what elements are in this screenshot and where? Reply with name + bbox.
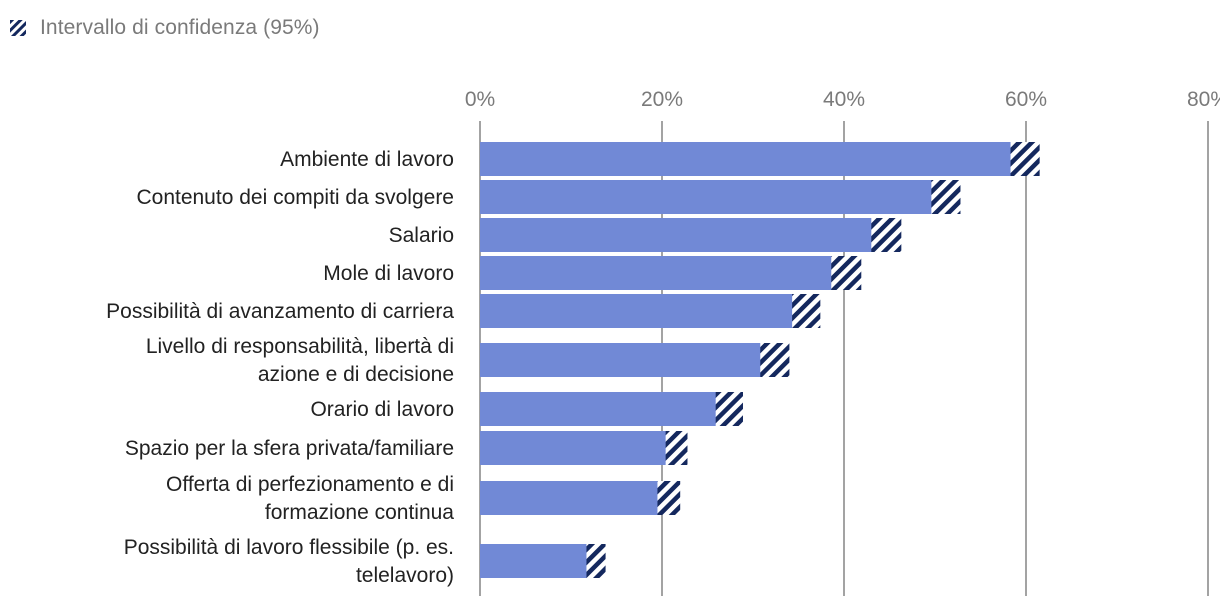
bar bbox=[480, 294, 807, 328]
category-label: Possibilità di avanzamento di carriera bbox=[106, 300, 454, 323]
confidence-interval bbox=[871, 218, 902, 252]
bar bbox=[480, 256, 847, 290]
bar bbox=[480, 544, 597, 578]
bars bbox=[480, 142, 1026, 578]
bar bbox=[480, 431, 681, 465]
category-label: Contenuto dei compiti da svolgere bbox=[136, 186, 454, 209]
category-label: Orario di lavoro bbox=[310, 398, 454, 421]
bar bbox=[480, 481, 673, 515]
category-label: Livello di responsabilità, libertà di bbox=[146, 335, 454, 358]
bar bbox=[480, 142, 1026, 176]
category-label: Spazio per la sfera privata/familiare bbox=[125, 437, 454, 460]
category-labels: Ambiente di lavoro Contenuto dei compiti … bbox=[106, 148, 454, 587]
confidence-interval bbox=[931, 180, 961, 214]
x-tick-label: 40% bbox=[823, 88, 865, 111]
bar bbox=[480, 180, 946, 214]
category-label: Possibilità di lavoro flessibile (p. es. bbox=[124, 536, 454, 559]
bar bbox=[480, 218, 887, 252]
confidence-interval bbox=[831, 256, 862, 290]
x-tick-label: 0% bbox=[465, 88, 495, 111]
hatched-square-icon bbox=[10, 20, 26, 36]
category-label: Offerta di perfezionamento e di bbox=[166, 473, 454, 496]
confidence-intervals bbox=[586, 142, 1040, 578]
legend: Intervallo di confidenza (95%) bbox=[10, 14, 320, 42]
bar bbox=[480, 343, 775, 377]
category-label: formazione continua bbox=[265, 501, 454, 524]
confidence-interval bbox=[586, 544, 606, 578]
confidence-interval bbox=[665, 431, 688, 465]
bar bbox=[480, 392, 730, 426]
confidence-interval bbox=[657, 481, 681, 515]
x-tick-label: 20% bbox=[641, 88, 683, 111]
category-label: Ambiente di lavoro bbox=[280, 148, 454, 171]
category-label: Salario bbox=[389, 224, 454, 247]
category-label: azione e di decisione bbox=[258, 363, 454, 386]
confidence-interval bbox=[760, 343, 790, 377]
legend-label: Intervallo di confidenza (95%) bbox=[40, 16, 320, 39]
confidence-interval bbox=[1010, 142, 1040, 176]
x-tick-label: 80% bbox=[1187, 88, 1220, 111]
category-label: Mole di lavoro bbox=[323, 262, 454, 285]
x-axis-ticks: 0% 20% 40% 60% 80% bbox=[465, 88, 1220, 111]
category-label: telelavoro) bbox=[356, 564, 454, 587]
confidence-interval bbox=[792, 294, 821, 328]
x-tick-label: 60% bbox=[1005, 88, 1047, 111]
confidence-interval bbox=[715, 392, 743, 426]
